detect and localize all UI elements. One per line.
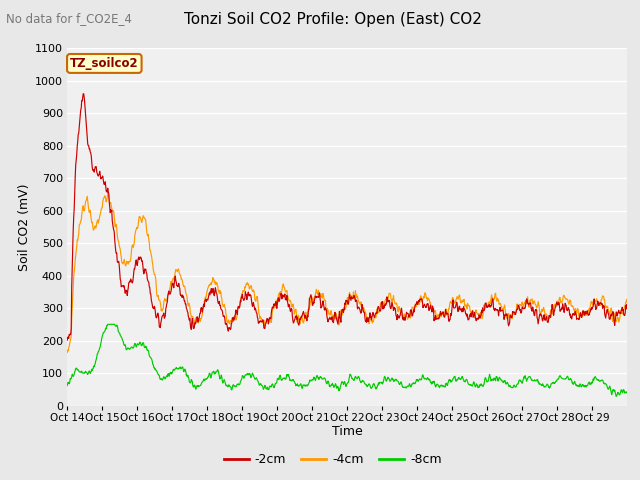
-2cm xyxy=(93,169,100,175)
X-axis label: Time: Time xyxy=(332,425,363,438)
-8cm xyxy=(367,385,375,391)
Line: -4cm: -4cm xyxy=(67,193,627,352)
-8cm xyxy=(244,371,252,377)
-8cm xyxy=(191,383,198,388)
-2cm xyxy=(74,139,81,144)
-8cm xyxy=(104,322,111,327)
Line: -2cm: -2cm xyxy=(67,94,627,340)
-8cm xyxy=(520,374,528,380)
-2cm xyxy=(191,324,198,330)
-4cm xyxy=(367,313,375,319)
Legend: -2cm, -4cm, -8cm: -2cm, -4cm, -8cm xyxy=(219,448,447,471)
Text: Tonzi Soil CO2 Profile: Open (East) CO2: Tonzi Soil CO2 Profile: Open (East) CO2 xyxy=(184,12,482,27)
-8cm xyxy=(92,357,100,362)
-4cm xyxy=(104,191,111,196)
-4cm xyxy=(63,349,71,355)
-4cm xyxy=(520,301,528,307)
Text: TZ_soilco2: TZ_soilco2 xyxy=(70,57,139,70)
-2cm xyxy=(63,337,71,343)
-4cm xyxy=(191,318,198,324)
-8cm xyxy=(74,367,81,372)
-2cm xyxy=(80,91,88,96)
-4cm xyxy=(623,299,631,304)
-4cm xyxy=(244,281,252,287)
-8cm xyxy=(63,383,71,388)
-2cm xyxy=(520,306,528,312)
-2cm xyxy=(244,289,252,295)
Text: No data for f_CO2E_4: No data for f_CO2E_4 xyxy=(6,12,132,25)
-8cm xyxy=(612,394,620,399)
-4cm xyxy=(74,238,81,243)
-2cm xyxy=(367,314,375,320)
-2cm xyxy=(623,306,631,312)
-4cm xyxy=(92,224,100,229)
-8cm xyxy=(623,389,631,395)
Line: -8cm: -8cm xyxy=(67,324,627,396)
Y-axis label: Soil CO2 (mV): Soil CO2 (mV) xyxy=(18,183,31,271)
